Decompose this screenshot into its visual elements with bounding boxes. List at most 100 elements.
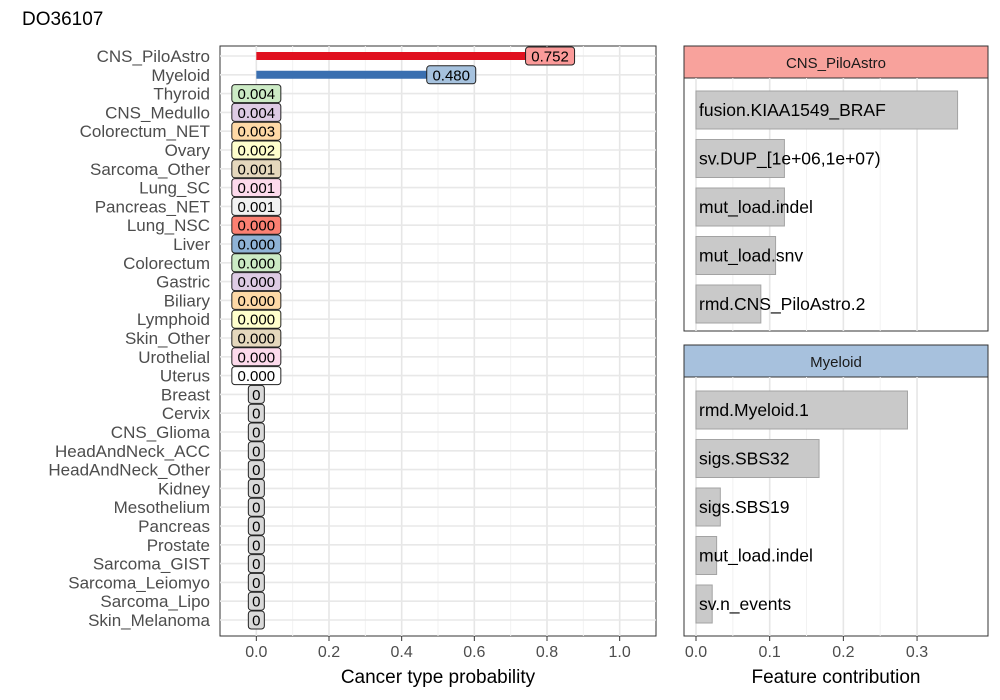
category-label-liver: Liver [173,235,210,254]
contribution-bar-sv-n-events [695,584,713,624]
value-label-box-uterus [231,366,282,386]
value-label-box-lung-sc [231,178,282,198]
value-label-box-colorectum-net [231,121,282,141]
category-label-myeloid: Myeloid [151,66,210,85]
category-label-lung-sc: Lung_SC [139,179,210,198]
category-label-colorectum-net: Colorectum_NET [80,122,210,141]
value-label-uterus: 0.000 [238,368,276,385]
contribution-x-ticks: 0.0 0.1 0.2 0.3 [685,636,928,661]
value-label-box-pancreas [247,516,265,536]
value-label-box-ovary [231,140,282,160]
category-label-kidney: Kidney [158,479,210,498]
value-label-headandneck-other: 0 [252,462,260,479]
myeloid-contribution-panel: Myeloid rmd.Myeloid.1 sigs.SBS32 sigs.SBS1… [683,344,989,688]
figure-title: DO36107 [22,9,103,30]
contribution-label-sigs-sbs32: sigs.SBS32 [699,449,789,469]
category-label-mesothelium: Mesothelium [114,498,210,517]
pilo-astro-contribution-panel: CNS_PiloAstro fusion.KIAA1549_BRAF sv.DUP… [683,45,989,332]
value-label-box-headandneck-other [247,460,265,480]
contribution-label-mut-load-indel: mut_load.indel [699,197,813,218]
myeloid-bars: rmd.Myeloid.1 sigs.SBS32 sigs.SBS19 mut_loa… [695,390,908,624]
category-label-cns-glioma: CNS_Glioma [111,423,211,442]
category-label-uterus: Uterus [160,367,210,386]
value-label-box-colorectum [231,253,282,273]
value-label-gastric: 0.000 [238,274,276,291]
value-label-lung-nsc: 0.000 [238,218,276,235]
category-label-pancreas-net: Pancreas_NET [95,197,210,216]
value-label-box-biliary [231,290,282,310]
value-label-box-cns-medullo [231,102,282,122]
value-label-colorectum-net: 0.003 [238,124,276,141]
value-label-headandneck-acc: 0 [252,443,260,460]
value-label-prostate: 0 [252,537,260,554]
pilo-astro-strip-title: CNS_PiloAstro [786,55,886,72]
contribution-label-mut-load-snv: mut_load.snv [699,246,803,267]
value-label-thyroid: 0.004 [238,86,276,103]
category-label-headandneck-acc: HeadAndNeck_ACC [55,442,210,461]
x-tick-label: 0.4 [391,644,413,661]
value-label-myeloid: 0.480 [432,67,470,84]
x-tick-label: 0.3 [906,644,928,661]
value-label-sarcoma-lipo: 0 [252,594,260,611]
category-label-skin-other: Skin_Other [125,329,210,348]
value-label-cns-medullo: 0.004 [238,105,276,122]
value-label-lymphoid: 0.000 [238,312,276,329]
x-tick-label: 0.2 [832,644,854,661]
contribution-bar-mut-load-indel [695,187,785,227]
contribution-label-fusion-kiaa1549-braf: fusion.KIAA1549_BRAF [699,100,886,121]
value-label-box-kidney [247,478,265,498]
category-label-gastric: Gastric [156,273,210,292]
value-label-box-sarcoma-lipo [247,591,265,611]
value-label-box-gastric [231,272,282,292]
category-label-colorectum: Colorectum [123,254,210,273]
category-label-prostate: Prostate [147,536,210,555]
probability-gridlines [220,46,656,636]
category-label-sarcoma-gist: Sarcoma_GIST [93,555,210,574]
category-label-headandneck-other: HeadAndNeck_Other [48,461,210,480]
x-tick-label: 0.6 [463,644,485,661]
value-label-box-skin-melanoma [247,610,265,630]
value-label-cns-piloastro: 0.752 [531,49,569,66]
category-label-lymphoid: Lymphoid [137,310,210,329]
value-label-biliary: 0.000 [238,293,276,310]
contribution-bar-mut-load-snv [695,236,777,275]
value-label-skin-melanoma: 0 [252,613,260,630]
value-label-skin-other: 0.000 [238,331,276,348]
x-tick-label: 1.0 [609,644,631,661]
category-label-breast: Breast [161,385,210,404]
contribution-x-axis-title: Feature contribution [752,667,921,688]
value-label-pancreas-net: 0.001 [238,199,276,216]
probability-panel: 0.7520.4800.0040.0040.0030.0020.0010.001… [48,45,657,688]
value-label-box-sarcoma-leiomyo [247,572,265,592]
contribution-bar-sigs-sbs32 [695,439,820,478]
contribution-bar-sv-dup-1e-06-1e-07 [695,139,785,178]
contribution-bar-mut-load-indel [695,536,718,575]
category-label-cns-medullo: CNS_Medullo [105,103,210,122]
contribution-bar-rmd-cns-piloastro-2 [695,284,762,324]
value-label-box-urothelial [231,347,282,367]
category-label-cns-piloastro: CNS_PiloAstro [97,47,210,66]
contribution-bar-fusion-kiaa1549-braf [695,90,959,130]
value-label-sarcoma-other: 0.001 [238,161,276,178]
contribution-label-rmd-cns-piloastro-2: rmd.CNS_PiloAstro.2 [699,294,865,315]
contribution-bar-rmd-myeloid-1 [695,390,908,430]
value-label-box-sarcoma-gist [247,554,265,574]
value-label-box-lymphoid [231,309,282,329]
category-label-biliary: Biliary [164,291,211,310]
value-label-box-cervix [247,403,265,423]
x-tick-label: 0.8 [536,644,558,661]
value-label-liver: 0.000 [238,237,276,254]
probability-category-labels: CNS_PiloAstroMyeloidThyroidCNS_MedulloCo… [48,47,210,630]
contribution-label-sv-dup-1e-06-1e-07: sv.DUP_[1e+06,1e+07) [699,149,881,170]
category-label-sarcoma-lipo: Sarcoma_Lipo [100,592,210,611]
value-label-lung-sc: 0.001 [238,180,276,197]
value-label-breast: 0 [252,387,260,404]
category-label-skin-melanoma: Skin_Melanoma [88,611,210,630]
contribution-label-sv-n-events: sv.n_events [699,594,791,615]
value-label-box-sarcoma-other [231,159,282,179]
value-label-box-lung-nsc [231,215,282,235]
contribution-label-mut-load-indel: mut_load.indel [699,546,813,567]
value-label-box-breast [247,384,265,404]
value-label-cervix: 0 [252,406,260,423]
value-label-box-prostate [247,535,265,555]
